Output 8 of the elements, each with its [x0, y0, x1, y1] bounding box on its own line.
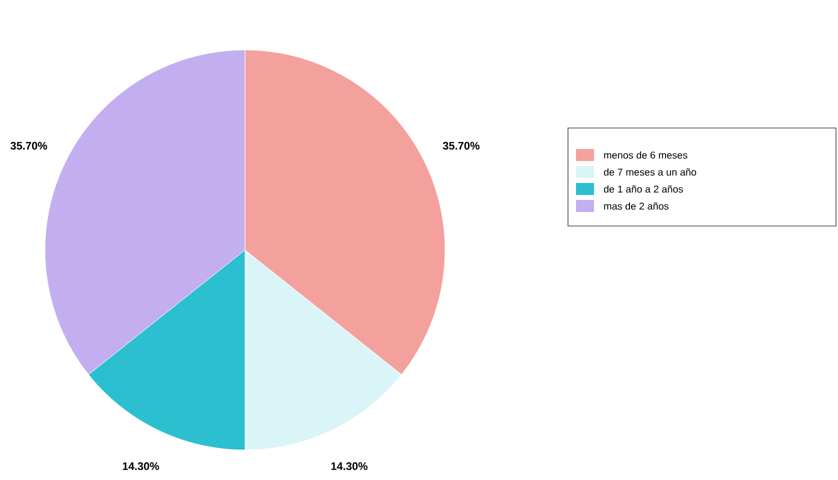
data-label: 14.30%: [331, 462, 368, 470]
legend-label: de 1 año a 2 años: [604, 185, 683, 193]
legend-label: menos de 6 meses: [604, 151, 688, 159]
legend-label: de 7 meses a un año: [604, 168, 696, 176]
data-label: 35.70%: [10, 142, 48, 150]
data-label: 14.30%: [122, 462, 160, 470]
legend-label: mas de 2 años: [604, 202, 668, 210]
data-label: 35.70%: [442, 142, 480, 150]
